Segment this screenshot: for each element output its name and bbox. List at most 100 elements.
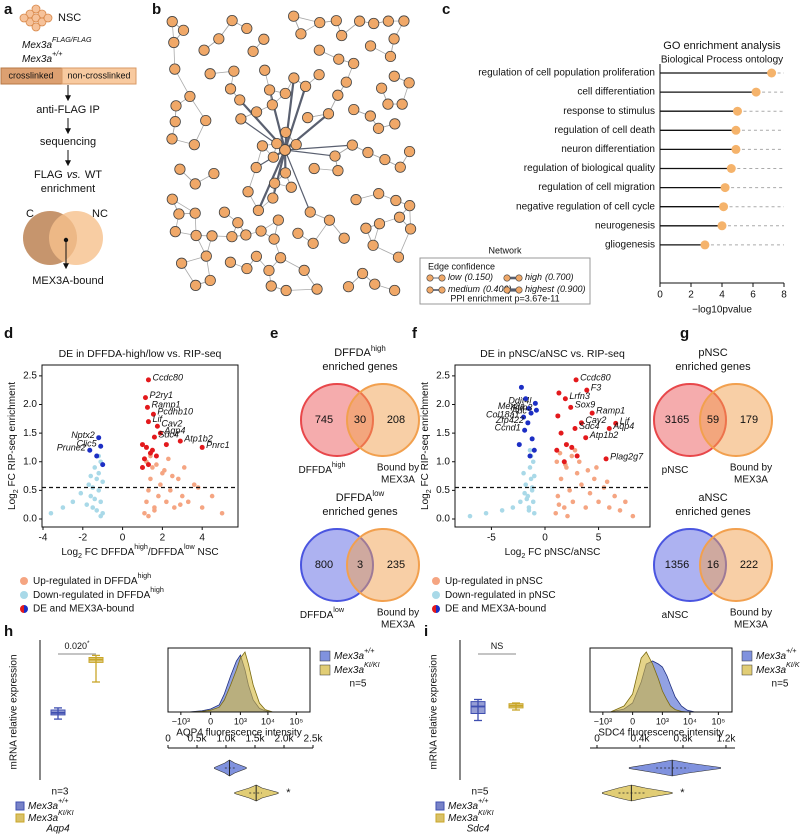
network-node [268,233,280,245]
x-axis-label: −log10pvalue [692,305,752,316]
bound-point [199,444,205,450]
network-node [267,151,279,163]
legend-label-part: (0.700) [545,272,574,282]
point [523,482,529,487]
lollipop-dot [726,164,736,173]
legend-node [515,274,523,282]
network-node [213,33,225,45]
y-tick-label: 0.0 [23,514,37,525]
network-node [226,231,238,243]
legend-label-part: (0.150) [465,272,494,282]
bound-point [589,410,595,416]
network-node [404,223,417,235]
network-node [250,161,262,174]
ppi: PPI enrichment p=3.67e-11 [450,293,559,303]
y-tick-label: 2.0 [23,399,37,410]
bound-point [521,414,527,420]
network-node [302,112,314,124]
legend-label: Down-regulated in DFFDAhigh [33,585,164,600]
legend-label: high (0.700) [525,272,574,282]
network-node [336,29,348,42]
bound-point [98,443,104,449]
x-axis-label-part: FC pNSC/aNSC [525,547,600,558]
lollipop-dot [731,125,741,135]
genotype-part: FLAG/FLAG [52,35,92,44]
bound-point [87,447,93,453]
bound-point [574,453,580,459]
point [531,473,537,479]
point [148,476,153,482]
point [499,508,505,513]
legend-subtitle: Edge confidence [428,261,495,271]
lollipop-dot [731,144,741,154]
gene-label: Atp1b2 [183,434,213,444]
lollipop-dot [717,221,727,231]
x-tick-label: 0 [120,533,126,544]
network-node [313,44,325,56]
point [522,490,527,496]
point [152,508,157,513]
network-node [373,188,385,200]
p-value-part: 0.020 [64,641,87,651]
x-tick-label: 0 [165,734,171,745]
venn-title: DFFDAlow [336,489,385,504]
point [181,465,187,470]
y-axis-label-part: FC RIP-seq enrichment [7,382,18,489]
x-tick-label: 10⁵ [289,716,303,726]
network-node [389,284,401,297]
x-tick-label: 10³ [656,716,669,726]
network-node [189,178,201,190]
point [179,493,185,499]
legend-label-part: low [448,272,462,282]
venn-label: Bound by [377,463,419,474]
legend-label-part: (0.900) [557,284,586,294]
x-tick-label: 1.5k [246,734,266,745]
network-node [241,262,253,275]
venn-count: 208 [387,414,405,426]
venn-label: MEX3A [734,475,768,486]
gene-label: Nptx2 [71,430,95,440]
point [587,490,593,496]
step-part: WT [85,169,102,181]
gene-label: Lrfn3 [569,391,590,401]
point [84,502,90,507]
legend-label-part: Down-regulated in DFFDA [33,590,151,601]
network-edge [271,149,287,199]
y-axis-label-part: 2 [11,489,20,493]
legend-label: Down-regulated in pNSC [445,590,556,601]
point [483,510,489,516]
violin-body [602,784,673,802]
venn-count: 800 [315,559,333,571]
network-node [242,186,254,198]
point [555,493,561,499]
network-edge [283,77,295,151]
point [526,508,532,513]
bound-point [150,411,156,417]
gene-label: Atp1b2 [589,430,619,440]
venn-label: DFFDAhigh [299,460,346,475]
network-node [169,116,181,128]
network-node [267,192,279,204]
network-node [255,225,267,237]
legend-label: DE and MEX3A-bound [33,604,134,615]
network-node [280,284,292,297]
network-node [269,177,281,189]
bound-point [527,453,533,459]
network-node [376,82,388,94]
bound-point [94,453,100,459]
legend-label-part: Mex3a [334,665,364,676]
venn-title: enriched genes [675,361,751,373]
point [170,473,175,479]
point [530,459,536,465]
point [154,462,159,467]
category-label: response to stimulus [563,106,655,117]
network-node [168,36,180,49]
network-node [323,214,336,226]
panel-letter: f [412,325,418,342]
step: anti-FLAG IP [36,104,100,116]
bound-point [142,395,148,401]
network-node [169,63,181,75]
bound-point [606,426,612,432]
n-label: n=3 [52,787,69,798]
venn-count: 30 [354,414,366,426]
